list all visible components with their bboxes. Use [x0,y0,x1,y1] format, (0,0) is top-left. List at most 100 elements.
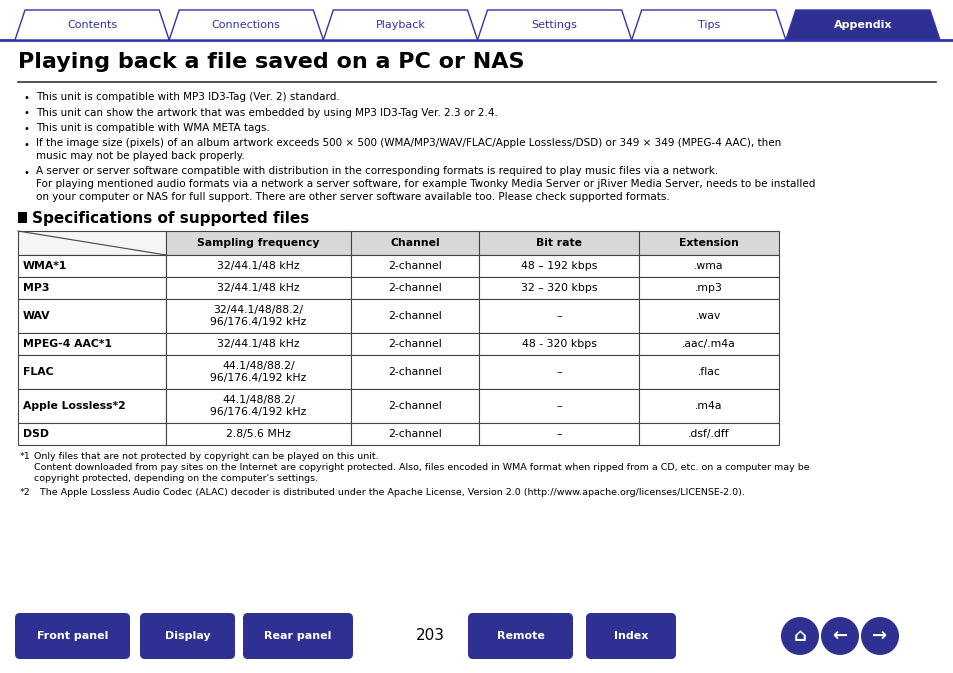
Text: 2-channel: 2-channel [388,283,441,293]
Text: Playing back a file saved on a PC or NAS: Playing back a file saved on a PC or NAS [18,52,524,72]
Circle shape [781,617,818,655]
Text: 2.8/5.6 MHz: 2.8/5.6 MHz [226,429,291,439]
Bar [18,277,166,299]
Text: The Apple Lossless Audio Codec (ALAC) decoder is distributed under the Apache Li: The Apple Lossless Audio Codec (ALAC) de… [34,488,744,497]
Bar [18,231,166,255]
Text: If the image size (pixels) of an album artwork exceeds 500 × 500 (WMA/MP3/WAV/FL: If the image size (pixels) of an album a… [36,139,781,149]
Bar [166,389,351,423]
Bar [166,277,351,299]
Text: Apple Lossless*2: Apple Lossless*2 [23,401,126,411]
Text: 32/44.1/48/88.2/
96/176.4/192 kHz: 32/44.1/48/88.2/ 96/176.4/192 kHz [210,305,306,327]
Circle shape [861,617,898,655]
Bar [18,389,166,423]
Text: 44.1/48/88.2/
96/176.4/192 kHz: 44.1/48/88.2/ 96/176.4/192 kHz [210,361,306,383]
Circle shape [821,617,858,655]
Bar [478,255,639,277]
Text: Index: Index [613,631,647,641]
Text: WAV: WAV [23,311,51,321]
Text: MP3: MP3 [23,283,50,293]
Text: –: – [556,311,561,321]
FancyBboxPatch shape [468,613,573,659]
Text: Bit rate: Bit rate [536,238,581,248]
Text: DSD: DSD [23,429,49,439]
Text: ⌂: ⌂ [793,627,805,645]
Bar [351,277,478,299]
Text: FLAC: FLAC [23,367,53,377]
Bar [18,423,166,445]
Text: –: – [556,367,561,377]
Bar [351,333,478,355]
Bar [18,255,166,277]
Bar [166,231,351,255]
Text: Settings: Settings [531,20,577,30]
Text: 32/44.1/48 kHz: 32/44.1/48 kHz [217,339,299,349]
Bar [639,355,779,389]
Text: Tips: Tips [697,20,720,30]
Text: 203: 203 [416,629,444,643]
Text: Playback: Playback [375,20,425,30]
Text: Display: Display [165,631,210,641]
Bar [351,355,478,389]
Bar [351,231,478,255]
Bar [351,255,478,277]
Text: Only files that are not protected by copyright can be played on this unit.: Only files that are not protected by cop… [34,452,378,461]
Text: •: • [24,124,30,134]
Text: *2: *2 [20,488,30,497]
Text: .m4a: .m4a [695,401,722,411]
Text: This unit can show the artwork that was embedded by using MP3 ID3-Tag Ver. 2.3 o: This unit can show the artwork that was … [36,108,497,118]
Text: *1: *1 [20,452,30,461]
Text: •: • [24,108,30,118]
Text: 44.1/48/88.2/
96/176.4/192 kHz: 44.1/48/88.2/ 96/176.4/192 kHz [210,395,306,417]
Bar [18,299,166,333]
FancyBboxPatch shape [140,613,234,659]
Polygon shape [631,10,785,40]
Polygon shape [477,10,631,40]
Bar [478,299,639,333]
Polygon shape [785,10,939,40]
Text: .dsf/.dff: .dsf/.dff [687,429,729,439]
Text: .wma: .wma [694,261,723,271]
Bar [18,355,166,389]
Text: on your computer or NAS for full support. There are other server software availa: on your computer or NAS for full support… [36,192,669,201]
Text: 2-channel: 2-channel [388,429,441,439]
Polygon shape [169,10,323,40]
Text: 2-channel: 2-channel [388,311,441,321]
Text: →: → [872,627,886,645]
Text: music may not be played back properly.: music may not be played back properly. [36,151,245,161]
Bar [478,231,639,255]
Bar [166,333,351,355]
Text: Rear panel: Rear panel [264,631,332,641]
Bar [478,333,639,355]
Text: MPEG-4 AAC*1: MPEG-4 AAC*1 [23,339,112,349]
Text: Appendix: Appendix [833,20,891,30]
Text: •: • [24,93,30,103]
Text: 2-channel: 2-channel [388,261,441,271]
Text: For playing mentioned audio formats via a network a server software, for example: For playing mentioned audio formats via … [36,179,815,189]
Bar [351,299,478,333]
Text: Extension: Extension [679,238,739,248]
Text: A server or server software compatible with distribution in the corresponding fo: A server or server software compatible w… [36,166,718,176]
Text: This unit is compatible with MP3 ID3-Tag (Ver. 2) standard.: This unit is compatible with MP3 ID3-Tag… [36,92,339,102]
Text: 2-channel: 2-channel [388,339,441,349]
FancyBboxPatch shape [15,613,130,659]
Bar [166,355,351,389]
Text: Remote: Remote [497,631,544,641]
Text: Channel: Channel [390,238,439,248]
Text: •: • [24,168,30,178]
Bar [166,255,351,277]
Text: 48 – 192 kbps: 48 – 192 kbps [520,261,597,271]
Bar [639,255,779,277]
Bar [351,423,478,445]
Text: Content downloaded from pay sites on the Internet are copyright protected. Also,: Content downloaded from pay sites on the… [34,463,809,472]
Text: 32 – 320 kbps: 32 – 320 kbps [520,283,597,293]
Bar [639,299,779,333]
Bar [351,389,478,423]
Text: Sampling frequency: Sampling frequency [197,238,319,248]
Text: 2-channel: 2-channel [388,401,441,411]
Text: –: – [556,401,561,411]
Text: ←: ← [832,627,846,645]
Text: .mp3: .mp3 [695,283,722,293]
Text: Front panel: Front panel [37,631,108,641]
Bar [166,299,351,333]
Text: .wav: .wav [696,311,720,321]
